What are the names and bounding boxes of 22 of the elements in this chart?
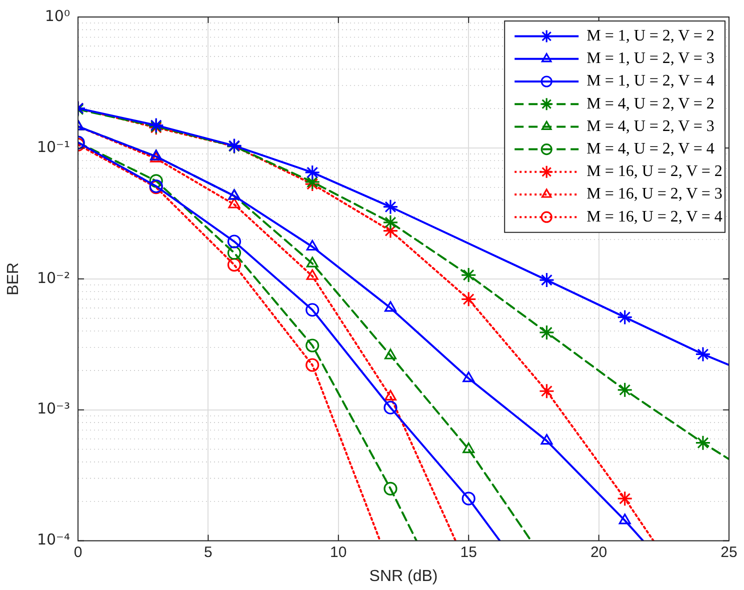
y-tick-label: 10⁻⁴	[36, 530, 70, 549]
legend-label: M = 1, U = 2, V = 2	[586, 28, 714, 45]
legend-label: M = 16, U = 2, V = 3	[586, 186, 722, 203]
x-tick-label: 25	[720, 544, 738, 561]
y-axis-title: BER	[5, 262, 22, 296]
y-tick-label: 10⁻¹	[36, 138, 70, 156]
legend-label: M = 4, U = 2, V = 3	[586, 118, 714, 135]
legend-label: M = 1, U = 2, V = 3	[586, 50, 714, 68]
legend-label: M = 16, U = 2, V = 2	[586, 163, 722, 180]
x-tick-label: 10	[330, 544, 347, 561]
y-tick-label: 10⁻²	[36, 268, 70, 287]
x-tick-label: 5	[204, 544, 212, 561]
y-tick-label: 10⁰	[44, 6, 70, 25]
x-axis-title: SNR (dB)	[369, 568, 438, 585]
legend-label: M = 4, U = 2, V = 4	[586, 140, 714, 158]
x-tick-label: 15	[460, 544, 477, 561]
y-tick-label: 10⁻³	[36, 400, 70, 418]
legend-label: M = 4, U = 2, V = 2	[586, 95, 714, 112]
x-tick-label: 0	[74, 544, 82, 561]
x-tick-label: 20	[590, 544, 608, 561]
legend-label: M = 16, U = 2, V = 4	[586, 208, 722, 226]
legend-label: M = 1, U = 2, V = 4	[586, 72, 714, 90]
